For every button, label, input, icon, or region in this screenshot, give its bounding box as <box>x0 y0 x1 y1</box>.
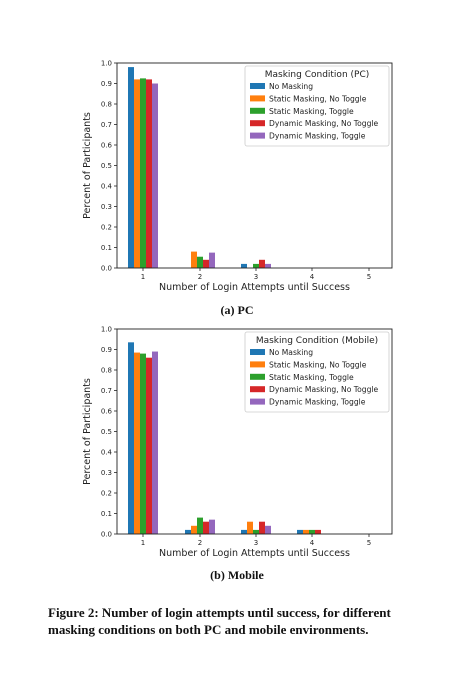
x-tick-label: 2 <box>198 273 202 281</box>
y-tick-label: 0.7 <box>101 387 112 395</box>
bar-dynamic-masking-no-toggle-2 <box>203 259 209 268</box>
y-tick-label: 0.4 <box>101 449 113 457</box>
legend-entry: Dynamic Masking, Toggle <box>269 398 366 407</box>
y-tick-label: 0.1 <box>101 510 112 518</box>
y-tick-label: 0.5 <box>101 162 112 170</box>
bar-dynamic-masking-toggle-2 <box>209 252 215 268</box>
y-tick-label: 0.9 <box>101 80 112 88</box>
bar-static-masking-toggle-1 <box>140 78 146 268</box>
bar-dynamic-masking-no-toggle-2 <box>203 521 209 534</box>
legend-entry: No Masking <box>269 82 313 91</box>
bar-dynamic-masking-toggle-3 <box>265 263 271 268</box>
bar-no-masking-3 <box>241 529 247 534</box>
legend-swatch <box>250 373 265 380</box>
bar-static-masking-no-toggle-1 <box>134 352 140 534</box>
legend-swatch <box>250 349 265 355</box>
legend-swatch <box>250 95 265 102</box>
y-tick-label: 0.5 <box>101 428 112 436</box>
legend-entry: No Masking <box>269 348 313 357</box>
bar-dynamic-masking-no-toggle-3 <box>259 521 265 534</box>
x-tick-label: 4 <box>310 539 315 547</box>
bar-static-masking-no-toggle-2 <box>191 251 197 268</box>
y-axis-label: Percent of Participants <box>82 112 93 219</box>
legend-box <box>244 331 390 413</box>
x-tick-label: 3 <box>254 539 258 547</box>
legend-entry: Dynamic Masking, No Toggle <box>269 385 379 394</box>
bar-static-masking-toggle-2 <box>197 517 203 534</box>
x-tick-label: 1 <box>141 273 145 281</box>
legend-entry: Dynamic Masking, Toggle <box>269 132 366 141</box>
y-tick-label: 0.3 <box>101 469 112 477</box>
legend-box <box>244 65 390 147</box>
y-tick-label: 0.1 <box>101 244 112 252</box>
legend-entry: Dynamic Masking, No Toggle <box>269 119 379 128</box>
x-tick-label: 4 <box>310 273 315 281</box>
legend-swatch <box>250 107 265 114</box>
bar-no-masking-1 <box>128 67 134 268</box>
x-tick-label: 5 <box>367 273 371 281</box>
legend-swatch <box>250 386 265 393</box>
y-tick-label: 0.2 <box>101 490 112 498</box>
figure-caption: Figure 2: Number of login attempts until… <box>48 605 391 637</box>
x-axis-label: Number of Login Attempts until Success <box>159 282 350 293</box>
legend-entry: Static Masking, No Toggle <box>269 360 367 369</box>
x-tick-label: 5 <box>367 539 371 547</box>
bar-dynamic-masking-no-toggle-3 <box>259 259 265 268</box>
bar-static-masking-toggle-1 <box>140 353 146 534</box>
bar-dynamic-masking-toggle-1 <box>152 351 158 534</box>
legend-swatch <box>250 132 265 139</box>
y-tick-label: 0.7 <box>101 121 112 129</box>
caption-pc: (a) PC <box>220 303 254 317</box>
legend-title: Masking Condition (Mobile) <box>256 336 378 346</box>
legend-swatch <box>250 398 265 405</box>
x-axis-label: Number of Login Attempts until Success <box>159 548 350 559</box>
bar-dynamic-masking-no-toggle-4 <box>315 529 321 534</box>
y-tick-label: 1.0 <box>101 326 112 334</box>
bar-static-masking-toggle-4 <box>309 529 315 534</box>
bar-static-masking-toggle-3 <box>253 263 259 268</box>
caption-mobile: (b) Mobile <box>210 568 264 582</box>
legend-swatch <box>250 120 265 127</box>
bar-no-masking-2 <box>185 529 191 534</box>
y-tick-label: 0.0 <box>101 531 112 539</box>
bar-no-masking-1 <box>128 342 134 534</box>
y-tick-label: 0.4 <box>101 183 113 191</box>
bar-dynamic-masking-toggle-1 <box>152 83 158 268</box>
y-tick-label: 0.0 <box>101 265 112 273</box>
bar-no-masking-3 <box>241 263 247 268</box>
legend-entry: Static Masking, Toggle <box>269 107 354 116</box>
bar-static-masking-no-toggle-4 <box>303 529 309 534</box>
bar-dynamic-masking-toggle-2 <box>209 519 215 534</box>
bar-dynamic-masking-no-toggle-1 <box>146 79 152 269</box>
bar-static-masking-toggle-2 <box>197 256 203 268</box>
legend-entry: Static Masking, No Toggle <box>269 94 367 103</box>
legend-swatch <box>250 83 265 89</box>
bar-no-masking-4 <box>297 529 303 534</box>
y-tick-label: 0.8 <box>101 367 112 375</box>
chart-pc: 0.0 0.1 0.2 0.3 0.4 0.5 0.6 0.7 0.8 0.9 1.0 1 2 3 4 5 Nu… <box>82 60 393 293</box>
plot-frame <box>116 328 393 535</box>
plot-frame <box>116 62 393 269</box>
y-tick-label: 0.3 <box>101 203 112 211</box>
y-tick-label: 0.8 <box>101 101 112 109</box>
bar-static-masking-toggle-3 <box>253 529 259 534</box>
bar-dynamic-masking-toggle-3 <box>265 525 271 534</box>
legend-title: Masking Condition (PC) <box>265 70 370 80</box>
y-tick-label: 0.9 <box>101 346 112 354</box>
legend-swatch <box>250 361 265 368</box>
y-tick-label: 0.2 <box>101 224 112 232</box>
legend-entry: Static Masking, Toggle <box>269 373 354 382</box>
x-tick-label: 3 <box>254 273 258 281</box>
y-tick-label: 1.0 <box>101 60 112 68</box>
chart-mobile: 0.0 0.1 0.2 0.3 0.4 0.5 0.6 0.7 0.8 0.9 1.0 1 2 3 4 5 Nu… <box>82 326 393 559</box>
bar-static-masking-no-toggle-1 <box>134 79 140 269</box>
y-tick-label: 0.6 <box>101 408 113 416</box>
y-axis-label: Percent of Participants <box>82 378 93 485</box>
x-tick-label: 2 <box>198 539 202 547</box>
x-tick-label: 1 <box>141 539 145 547</box>
bar-dynamic-masking-no-toggle-1 <box>146 357 152 534</box>
bar-static-masking-no-toggle-2 <box>191 525 197 534</box>
bar-static-masking-no-toggle-3 <box>247 521 253 534</box>
y-tick-label: 0.6 <box>101 142 113 150</box>
